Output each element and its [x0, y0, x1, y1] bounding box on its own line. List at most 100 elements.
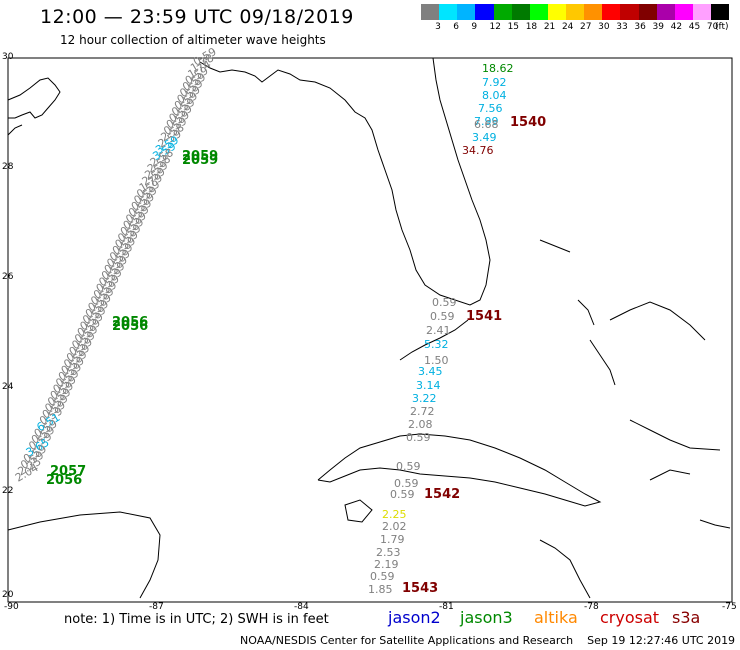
wave-height-label: 3.14: [416, 379, 441, 392]
wave-height-label: 3.49: [472, 131, 497, 144]
wave-height-label: 2059: [182, 153, 218, 168]
colorbar-swatch: [711, 4, 730, 20]
wave-height-label: 8.04: [482, 89, 507, 102]
wave-height-label: 2.08: [408, 418, 433, 431]
legend-entry-altika: altika: [534, 608, 578, 627]
y-axis-tick: 26: [2, 272, 14, 282]
x-axis-tick: -81: [439, 602, 454, 612]
wave-height-label: 1543: [402, 581, 438, 596]
wave-height-label: 2.41: [426, 324, 451, 337]
x-axis-tick: -90: [4, 602, 19, 612]
colorbar-swatch: [602, 4, 621, 20]
credit-text: NOAA/NESDIS Center for Satellite Applica…: [240, 634, 574, 647]
colorbar-swatch: [457, 4, 476, 20]
wave-height-label: 2.19: [374, 558, 399, 571]
wave-height-label: 2056: [46, 473, 82, 488]
colorbar-tick-label: 12: [489, 22, 501, 32]
wave-height-label: 3.45: [418, 365, 443, 378]
wave-height-label: 0.59: [430, 310, 455, 323]
colorbar-tick-label: 9: [471, 22, 478, 32]
colorbar-tick-label: 27: [580, 22, 592, 32]
colorbar-tick-label: 42: [670, 22, 683, 32]
y-axis-tick: 20: [2, 590, 14, 600]
colorbar-swatch: [584, 4, 603, 20]
colorbar-swatch: [692, 4, 711, 20]
colorbar-swatch: [493, 4, 512, 20]
wave-height-label: 7.99: [474, 115, 499, 128]
map-frame: [7, 57, 733, 603]
colorbar-tick-label: 36: [634, 22, 646, 32]
wave-height-label: 2056: [112, 315, 148, 330]
wave-height-label: 1542: [424, 487, 460, 502]
colorbar-swatch: [475, 4, 494, 20]
wave-height-label: 2.25: [382, 508, 407, 521]
wave-height-label: 18.62: [482, 62, 514, 75]
wave-height-label: 6.68: [474, 118, 499, 131]
colorbar-tick-label: 6: [453, 22, 459, 32]
colorbar-tick-label: 70: [706, 22, 719, 32]
credit-timestamp: Sep 19 12:27:46 UTC 2019: [587, 634, 736, 647]
colorbar-tick-label: 24: [561, 22, 574, 32]
altimeter-tracks: 0.591.781.740.590.590.590.590.590.590.59…: [13, 45, 546, 596]
wave-height-label: 2.02: [382, 520, 407, 533]
x-axis-tick: -84: [294, 602, 309, 612]
y-axis-tick: 24: [2, 382, 14, 392]
wave-height-label: 5.32: [424, 338, 449, 351]
wave-height-label: 2057: [50, 464, 86, 479]
colorbar-unit: (ft): [715, 22, 729, 32]
page-title: 12:00 — 23:59 UTC 09/18/2019: [40, 6, 354, 28]
x-axis-tick: -87: [149, 602, 164, 612]
wave-height-label: 34.76: [462, 144, 494, 157]
wave-height-label: 0.59: [432, 296, 457, 309]
legend-entry-jason3: jason3: [460, 608, 513, 627]
wave-height-label: 2059: [182, 149, 218, 164]
wave-height-label: 2056: [112, 319, 148, 334]
footer-credit: NOAA/NESDIS Center for Satellite Applica…: [240, 634, 735, 647]
wave-height-label: 7.92: [482, 76, 507, 89]
colorbar-tick-label: 45: [688, 22, 701, 32]
wave-height-label: 0.59: [406, 431, 431, 444]
colorbar-tick-label: 33: [616, 22, 628, 32]
coastlines: [7, 57, 731, 599]
x-axis-tick: -75: [722, 602, 737, 612]
page-subtitle: 12 hour collection of altimeter wave hei…: [60, 33, 326, 47]
colorbar-swatch: [511, 4, 530, 20]
wave-height-label: 3.22: [412, 392, 437, 405]
legend-entry-s3a: s3a: [672, 608, 701, 627]
colorbar-tick-label: 39: [652, 22, 664, 32]
colorbar-tick-label: 18: [525, 22, 538, 32]
colorbar-swatch: [439, 4, 458, 20]
wave-height-label: 2.53: [376, 546, 401, 559]
wave-height-label: 0.59: [394, 477, 419, 490]
colorbar-swatch: [529, 4, 548, 20]
colorbar: [421, 4, 730, 20]
wave-height-label: 1.85: [368, 583, 393, 596]
colorbar-swatch: [656, 4, 675, 20]
colorbar-swatch: [674, 4, 693, 20]
colorbar-tick-label: 21: [543, 22, 556, 32]
wave-height-label: 1540: [510, 115, 546, 130]
legend-entry-jason2: jason2: [388, 608, 441, 627]
wave-height-label: 7.56: [478, 102, 503, 115]
wave-height-label: 0.59: [370, 570, 395, 583]
wave-height-label: 0.59: [390, 488, 415, 501]
colorbar-tick-label: 15: [507, 22, 520, 32]
wave-height-label: 2.72: [410, 405, 435, 418]
colorbar-swatch: [638, 4, 657, 20]
wave-height-label: 1541: [466, 309, 502, 324]
colorbar-swatch: [620, 4, 639, 20]
colorbar-swatch: [547, 4, 566, 20]
wave-height-label: 1.79: [380, 533, 405, 546]
wave-height-label: 0.59: [396, 460, 421, 473]
legend-entry-cryosat: cryosat: [600, 608, 660, 627]
x-axis-tick: -78: [584, 602, 599, 612]
colorbar-swatch: [566, 4, 585, 20]
y-axis-tick: 30: [2, 52, 14, 62]
wave-height-label: 1.50: [424, 354, 449, 367]
colorbar-tick-label: 30: [598, 22, 610, 32]
footer-note: note: 1) Time is in UTC; 2) SWH is in fe…: [64, 612, 329, 627]
colorbar-tick-label: 3: [435, 22, 441, 32]
y-axis-tick: 22: [2, 486, 14, 496]
colorbar-swatch: [421, 4, 440, 20]
